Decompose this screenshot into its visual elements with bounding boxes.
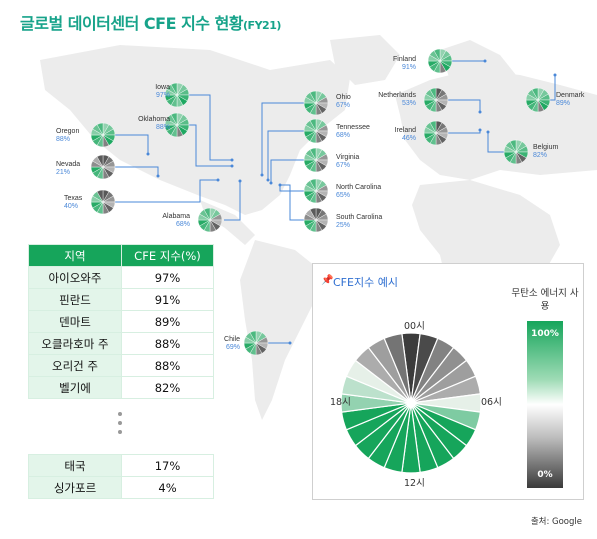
site-pie-virginia [303,147,329,173]
cfe-gradient-bar [527,321,563,488]
site-pie-texas [90,189,116,215]
site-label-oklahoma: Oklahoma 88% [138,116,170,131]
cell-cfe: 82% [121,376,214,399]
site-pie-belgium [503,139,529,165]
cell-cfe: 91% [121,288,214,311]
site-pie-alabama [197,207,223,233]
cfe-table-bottom: 태국 17% 싱가포르 4% [28,454,214,499]
table-row: 덴마트 89% [28,310,214,333]
label-12: 12시 [404,478,425,489]
legend-bottom: 0% [537,470,553,480]
legend-top: 100% [531,329,559,339]
site-pie-slice [96,154,104,168]
table-header: 지역 CFE 지수(%) [28,244,214,267]
site-label-texas: Texas 40% [64,195,83,210]
site-label-denmark: Denmark 89% [556,92,585,107]
site-pie-chile [243,330,269,356]
cell-region: 핀란드 [28,288,122,311]
table-row: 싱가포르 4% [28,476,214,499]
cell-region: 싱가포르 [28,476,122,499]
cell-cfe: 4% [121,476,214,499]
cell-cfe: 88% [121,354,214,377]
cell-cfe: 88% [121,332,214,355]
site-pie-north-carolina [303,178,329,204]
ellipsis-dots [116,412,124,439]
label-00: 00시 [404,321,425,332]
cell-region: 아이오와주 [28,266,122,289]
site-pie-slice [170,82,178,96]
site-pie-nevada [90,154,116,180]
site-pie-tennessee [303,118,329,144]
site-pie-slice [433,48,441,62]
panel-title: CFE지수 예시 [333,276,398,289]
site-pie-denmark [525,87,551,113]
site-label-iowa: Iowa 97% [155,84,170,99]
site-pie-ireland [423,120,449,146]
site-label-finland: Finland 91% [393,56,416,71]
site-pie-slice [309,147,317,161]
header-region: 지역 [28,244,122,267]
legend-title: 무탄소 에너지 사용 [511,288,579,312]
site-label-ireland: Ireland 46% [394,127,416,142]
site-pie-slice [96,189,104,203]
label-18: 18시 [330,397,351,408]
header-cfe: CFE 지수(%) [121,244,214,267]
site-label-north-carolina: North Carolina 65% [336,184,382,199]
site-pie-slice [309,207,317,221]
site-pie-oregon [90,122,116,148]
site-pie-slice [309,90,317,104]
site-pie-slice [249,330,257,344]
site-pie-slice [309,118,317,132]
cfe-table-top: 지역 CFE 지수(%) 아이오와주 97% 핀란드 91% 덴마트 89% 오클라호… [28,244,214,399]
site-label-netherlands: Netherlands 53% [378,92,416,107]
site-pie-slice [509,139,517,153]
site-pie-south-carolina [303,207,329,233]
site-label-tennessee: Tennessee 68% [336,124,370,139]
page-title: 글로벌 데이터센터 CFE 지수 현황(FY21) [20,14,281,33]
cell-cfe: 89% [121,310,214,333]
site-label-chile: Chile 69% [224,336,240,351]
label-06: 06시 [481,397,502,408]
site-label-ohio: Ohio 67% [336,94,351,109]
site-pie-slice [309,178,317,192]
table-row: 벨기에 82% [28,376,214,399]
table-row: 핀란드 91% [28,288,214,311]
site-pie-slice [429,120,437,134]
site-pie-slice [203,207,211,221]
site-pie-ohio [303,90,329,116]
site-label-south-carolina: South Carolina 25% [336,214,383,229]
site-pie-finland [427,48,453,74]
site-label-alabama: Alabama 68% [162,213,190,228]
site-pie-slice [96,122,104,136]
source-note: 출처: Google [530,517,582,527]
site-label-nevada: Nevada 21% [56,161,81,176]
site-pie-oklahoma [164,112,190,138]
site-pie-slice [170,112,178,126]
site-label-belgium: Belgium 82% [533,144,559,159]
site-label-virginia: Virginia 67% [336,154,360,169]
cell-region: 태국 [28,454,122,477]
site-pie-slice [429,87,437,101]
site-pie-slice [531,87,539,101]
site-pie-netherlands [423,87,449,113]
site-pie-iowa [164,82,190,108]
pin-icon: 📌 [321,275,334,286]
hour-slice [383,332,412,404]
table-row: 오클라호마 주 88% [28,332,214,355]
site-label-oregon: Oregon 88% [56,128,80,143]
